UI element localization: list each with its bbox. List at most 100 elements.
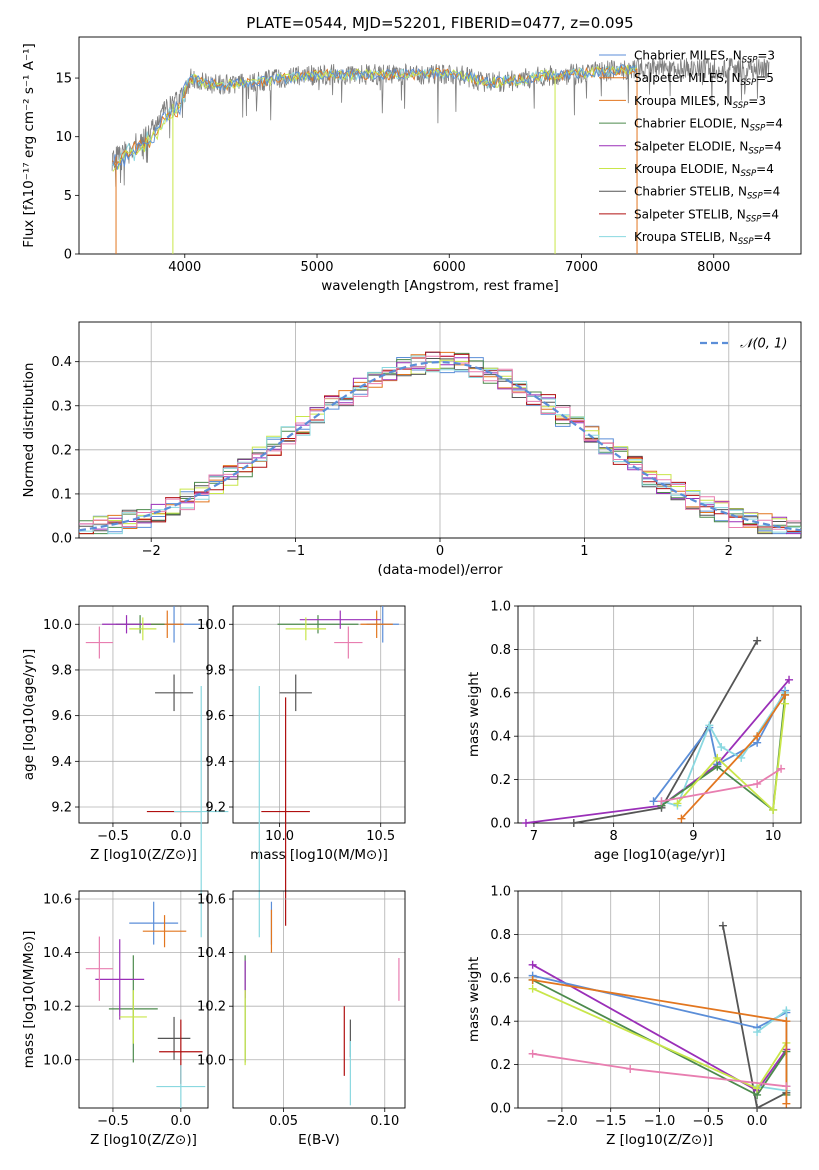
data-point-errorbar <box>85 936 113 1001</box>
axes-frame <box>232 890 406 1109</box>
y-tick-label: 0.8 <box>490 643 511 658</box>
y-tick-label: 10 <box>55 130 72 145</box>
data-point-errorbar <box>129 617 157 641</box>
x-tick-label: 7 <box>530 829 538 844</box>
axes-spectrum: 4000 5000 6000 7000 8000 0 5 10 15 wavelength [An… <box>21 36 802 294</box>
data-point-marker <box>528 984 537 993</box>
legend-entry-label: Salpeter STELIB, NSSP=4 <box>634 207 779 224</box>
axes-massweight_vs_Z: −2.0 −1.5 −1.0 −0.5 0.0 0.0 0.2 0.4 0.6 0.8 1.0 Z [… <box>466 885 802 1148</box>
data-point-errorbar <box>279 674 312 712</box>
x-axis-label: mass [log10(M/M⊙)] <box>250 847 388 863</box>
x-tick-label: 0.0 <box>170 1114 191 1129</box>
data-point-errorbar <box>95 939 145 1020</box>
y-tick-label: 9.4 <box>205 755 226 770</box>
x-tick-label: −2.0 <box>546 1114 578 1129</box>
legend-entry-label: Salpeter MILES, NSSP=5 <box>634 71 774 88</box>
series-line <box>676 703 786 812</box>
axes-mass_vs_Z: −0.5 0.0 10.0 10.2 10.4 10.6 Z [log10(Z/Z⊙)] ma… <box>21 890 209 1148</box>
data-point-marker <box>626 1064 635 1073</box>
data-point-errorbar <box>174 685 229 938</box>
x-tick-label: 2 <box>725 544 733 559</box>
x-tick-label: 0.10 <box>370 1114 399 1129</box>
data-point-errorbar <box>157 1016 191 1060</box>
data-point-marker <box>781 699 790 708</box>
y-tick-label: 0 <box>64 248 72 263</box>
y-axis-label: age [log10(age/yr)] <box>21 649 37 781</box>
data-point-marker <box>782 1006 791 1015</box>
data-point-errorbar <box>129 901 179 945</box>
y-tick-label: 0.4 <box>51 355 72 370</box>
data-point-marker <box>753 1104 762 1112</box>
y-tick-label: 0.4 <box>490 730 511 745</box>
y-axis-label: mass [log10(M/M⊙)] <box>21 931 37 1069</box>
y-tick-label: 15 <box>55 72 72 87</box>
x-tick-label: 5000 <box>300 260 333 275</box>
data-point-marker <box>737 753 746 762</box>
axes-frame <box>78 890 209 1109</box>
data-point-marker <box>713 762 722 771</box>
data-point-marker <box>705 721 714 730</box>
x-tick-label: −1 <box>286 544 305 559</box>
axes-age_vs_Z: −0.5 0.0 9.2 9.4 9.6 9.8 10.0 Z [log10(Z/Z⊙)] ag… <box>21 605 229 938</box>
axes-mass_vs_EBV: 0.05 0.10 10.0 10.2 10.4 10.6 E(B-V) <box>197 890 406 1148</box>
x-tick-label: 7000 <box>565 260 598 275</box>
x-axis-label: (data-model)/error <box>377 562 503 578</box>
data-point-marker <box>753 732 762 741</box>
axes-massweight_vs_age: 7 8 9 10 0.0 0.2 0.4 0.6 0.8 1.0 age [log10(age/yr… <box>466 600 802 863</box>
data-point-marker <box>521 819 530 827</box>
y-tick-label: 0.6 <box>490 686 511 701</box>
y-tick-label: 0.2 <box>490 1058 511 1073</box>
y-tick-label: 10.0 <box>197 618 226 633</box>
y-tick-label: 1.0 <box>490 885 511 900</box>
histogram-step-line <box>79 355 801 530</box>
x-axis-label: age [log10(age/yr)] <box>594 847 726 863</box>
y-axis-label: Flux [fλ10⁻¹⁷ erg cm⁻² s⁻¹ A⁻¹] <box>21 43 37 248</box>
x-tick-label: 4000 <box>168 260 201 275</box>
data-point-errorbar <box>299 610 381 629</box>
histogram-step-line <box>79 358 801 535</box>
legend-entry-label: Kroupa ELODIE, NSSP=4 <box>634 162 774 179</box>
data-point-marker <box>782 1099 791 1108</box>
observed-spectrum-line <box>111 56 770 187</box>
y-tick-label: 1.0 <box>490 600 511 615</box>
axes-frame <box>517 605 802 824</box>
legend-entry-label: Chabrier MILES, NSSP=3 <box>634 49 775 66</box>
y-tick-label: 0.0 <box>490 1102 511 1117</box>
x-tick-label: 6000 <box>433 260 466 275</box>
data-point-errorbar <box>119 990 147 1044</box>
data-point-marker <box>782 1082 791 1091</box>
histogram-step-line <box>79 359 801 535</box>
legend-entry-label: Kroupa MILES, NSSP=3 <box>634 94 766 111</box>
x-tick-label: −0.5 <box>97 1114 129 1129</box>
figure-title: PLATE=0544, MJD=52201, FIBERID=0477, z=0… <box>246 14 633 32</box>
y-tick-label: 10.0 <box>197 1053 226 1068</box>
data-point-marker <box>673 799 682 808</box>
y-tick-label: 0.4 <box>490 1015 511 1030</box>
x-tick-label: −2 <box>142 544 161 559</box>
gaussian-curve-line <box>78 360 802 532</box>
axes-frame <box>78 605 209 824</box>
data-point-errorbar <box>85 626 113 659</box>
x-tick-label: 10 <box>765 829 782 844</box>
data-point-marker <box>528 975 537 984</box>
data-point-errorbar <box>156 1065 206 1108</box>
y-tick-label: 10.6 <box>43 893 72 908</box>
x-tick-label: 0.0 <box>747 1114 768 1129</box>
axes-frame <box>78 321 802 539</box>
y-tick-label: 9.8 <box>205 663 226 678</box>
data-point-marker <box>718 921 727 930</box>
data-point-marker <box>713 753 722 762</box>
x-tick-label: 9 <box>689 829 697 844</box>
x-axis-label: wavelength [Angstrom, rest frame] <box>321 278 559 294</box>
y-tick-label: 9.6 <box>205 709 226 724</box>
model-spectrum-line <box>112 64 636 170</box>
data-point-marker <box>777 764 786 773</box>
data-point-errorbar <box>261 697 310 926</box>
data-point-marker <box>753 1084 762 1093</box>
data-point-marker <box>528 960 537 969</box>
x-tick-label: 0 <box>436 544 444 559</box>
y-tick-label: 10.4 <box>197 946 226 961</box>
spectrum-legend: Chabrier MILES, NSSP=3 Salpeter MILES, NS… <box>599 49 783 247</box>
series-line <box>525 679 790 824</box>
